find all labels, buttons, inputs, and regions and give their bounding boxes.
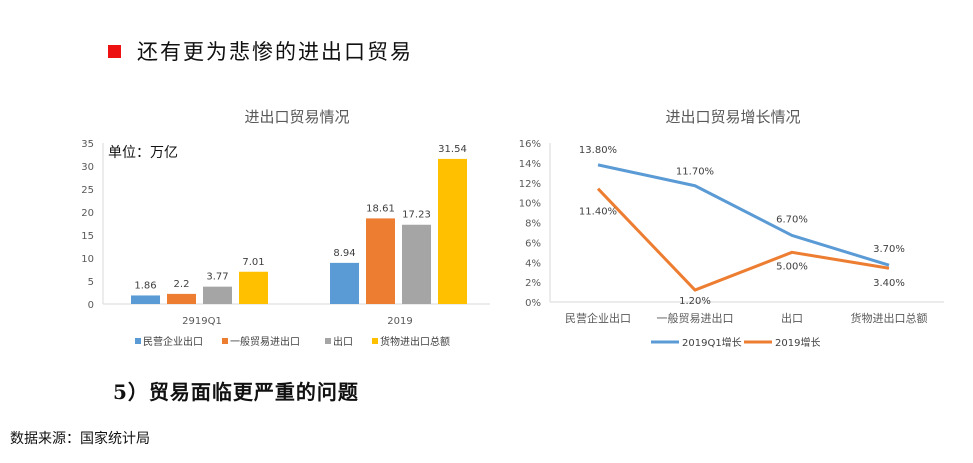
line-data-label: 3.40%	[873, 278, 905, 289]
bar-legend-label: 货物进出口总额	[380, 335, 450, 348]
bar-value-label: 17.23	[402, 210, 431, 221]
line-x-tick-label: 一般贸易进出口	[657, 311, 734, 325]
bar-chart-title: 进出口贸易情况	[244, 108, 349, 126]
bar-1-1	[366, 218, 395, 304]
line-y-tick-label: 4%	[525, 258, 541, 269]
bar-2-0	[203, 286, 232, 304]
bar-3-0	[239, 271, 268, 304]
line-series-0	[597, 163, 890, 267]
bar-x-tick-label: 2919Q1	[182, 316, 222, 327]
line-data-label: 6.70%	[776, 214, 808, 225]
line-data-label: 1.20%	[679, 296, 711, 307]
bar-legend-label: 民营企业出口	[143, 335, 203, 348]
slide-heading: 还有更为悲惨的进出口贸易	[108, 36, 413, 66]
bar-y-tick-label: 15	[81, 231, 94, 242]
bar-legend-swatch	[222, 338, 228, 344]
section-subheading: 5）贸易面临更严重的问题	[113, 380, 359, 404]
bar-y-tick-label: 0	[88, 300, 94, 311]
line-y-tick-label: 14%	[519, 159, 541, 170]
line-y-tick-label: 0%	[525, 298, 541, 309]
line-data-label: 3.70%	[873, 244, 905, 255]
line-series-1	[596, 187, 890, 292]
bar-1-0	[167, 293, 196, 304]
bar-value-label: 1.86	[134, 280, 156, 291]
bar-legend-label: 出口	[333, 335, 353, 348]
bar-y-tick-label: 35	[81, 139, 94, 150]
bar-legend-swatch	[372, 338, 378, 344]
bar-value-label: 31.54	[438, 144, 467, 155]
line-y-tick-label: 6%	[525, 238, 541, 249]
bar-chart-unit-label: 单位：万亿	[108, 145, 178, 161]
line-data-label: 11.70%	[676, 167, 714, 178]
line-x-tick-label: 出口	[781, 311, 803, 325]
line-chart-title: 进出口贸易增长情况	[665, 108, 800, 126]
bar-chart: 进出口贸易情况 0 5 10 15 20 25 30 35 1.86 8.94 2.2 18.61 3.7…	[81, 108, 490, 348]
bar-value-label: 3.77	[206, 272, 228, 283]
bar-x-tick-label: 2019	[387, 316, 412, 327]
line-data-label: 11.40%	[579, 207, 617, 218]
red-square-bullet-icon	[108, 44, 121, 58]
line-y-tick-label: 16%	[519, 139, 541, 150]
line-data-label: 5.00%	[776, 261, 808, 272]
bar-0-0	[131, 295, 160, 304]
line-y-tick-label: 8%	[525, 219, 541, 230]
line-y-tick-label: 10%	[519, 199, 541, 210]
line-y-tick-label: 2%	[525, 278, 541, 289]
bar-value-label: 2.2	[174, 279, 190, 290]
bar-y-tick-label: 10	[81, 254, 94, 265]
bar-value-label: 18.61	[366, 203, 395, 214]
data-source-note: 数据来源：国家统计局	[10, 431, 150, 447]
line-y-tick-label: 12%	[519, 179, 541, 190]
bar-0-1	[330, 262, 359, 304]
bar-legend-label: 一般贸易进出口	[230, 335, 300, 348]
bar-y-tick-label: 20	[81, 208, 94, 219]
slide-title: 还有更为悲惨的进出口贸易	[137, 40, 413, 64]
bar-y-tick-label: 5	[88, 277, 94, 288]
line-x-tick-label: 民营企业出口	[565, 311, 631, 325]
bar-y-tick-label: 25	[81, 185, 94, 196]
bar-y-tick-label: 30	[81, 162, 94, 173]
line-legend-label: 2019增长	[775, 336, 820, 349]
bar-value-label: 7.01	[242, 257, 264, 268]
line-chart: 进出口贸易增长情况 0% 2% 4% 6% 8% 10% 12% 14% 16% 民营企业出口 一般贸…	[519, 108, 944, 349]
bar-legend-swatch	[135, 338, 141, 344]
line-x-tick-label: 货物进出口总额	[851, 311, 928, 325]
bar-2-1	[402, 224, 431, 304]
line-data-label: 13.80%	[579, 145, 617, 156]
bar-legend-swatch	[325, 338, 331, 344]
line-legend-label: 2019Q1增长	[682, 336, 742, 349]
bar-value-label: 8.94	[333, 248, 355, 259]
bar-3-1	[438, 158, 467, 304]
